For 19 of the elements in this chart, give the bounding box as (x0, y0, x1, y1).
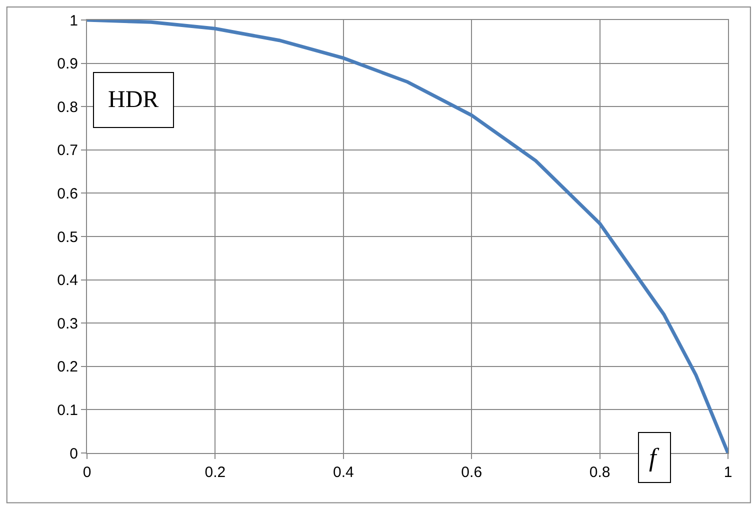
y-tick-label: 0.2 (57, 358, 78, 376)
x-axis-title: f (649, 443, 660, 472)
y-axis-title: HDR (108, 87, 159, 113)
y-tick-label: 0.3 (57, 315, 78, 332)
y-tick-label: 0.5 (57, 228, 78, 246)
y-tick-label: 0 (70, 445, 78, 462)
y-tick-label: 0.9 (57, 56, 78, 73)
x-tick-label: 0.6 (461, 464, 482, 481)
x-tick-label: 0.8 (589, 464, 610, 481)
y-tick-label: 0.4 (57, 272, 78, 290)
y-tick-label: 0.8 (57, 98, 78, 116)
x-tick-label: 0.2 (204, 464, 226, 481)
y-tick-label: 0.7 (57, 142, 78, 160)
x-tick-label: 0.4 (332, 464, 354, 481)
y-tick-label: 1 (70, 12, 78, 30)
x-tick-label: 1 (724, 464, 732, 481)
x-tick-label: 0 (82, 464, 92, 481)
y-tick-label: 0.6 (57, 185, 78, 202)
y-tick-label: 0.1 (57, 402, 78, 419)
